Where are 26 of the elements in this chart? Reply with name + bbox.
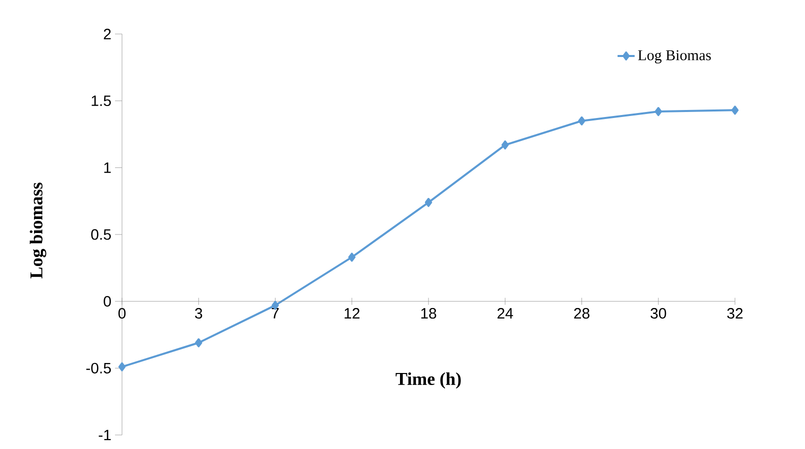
y-axis-title: Log biomass — [30, 182, 46, 278]
x-tick-label: 30 — [650, 308, 666, 319]
point — [578, 116, 586, 126]
x-tick-label: 32 — [727, 308, 743, 319]
point — [654, 107, 662, 116]
y-tick-label: -1 — [98, 430, 111, 440]
point — [195, 338, 202, 348]
x-axis-title: Time (h) — [396, 372, 461, 389]
x-tick-label: 0 — [118, 308, 126, 319]
y-tick-label: 1 — [104, 162, 111, 173]
point — [118, 362, 126, 372]
x-tick-label: 12 — [344, 308, 360, 318]
y-tick-label: 2 — [104, 28, 111, 40]
point — [501, 140, 509, 150]
y-tick-label: 0.5 — [91, 229, 111, 240]
y-tick-label: 0 — [104, 296, 111, 307]
x-tick-label: 28 — [574, 308, 590, 319]
x-tick-label: 3 — [195, 308, 202, 319]
legend-label: Log Biomas — [638, 50, 711, 64]
x-tick-label: 24 — [498, 308, 514, 318]
y-tick-label: -0.5 — [86, 362, 111, 374]
point — [424, 198, 432, 207]
y-tick-label: 1.5 — [92, 96, 111, 106]
x-tick-label: 18 — [421, 308, 436, 319]
point — [731, 106, 739, 115]
point — [348, 252, 356, 262]
